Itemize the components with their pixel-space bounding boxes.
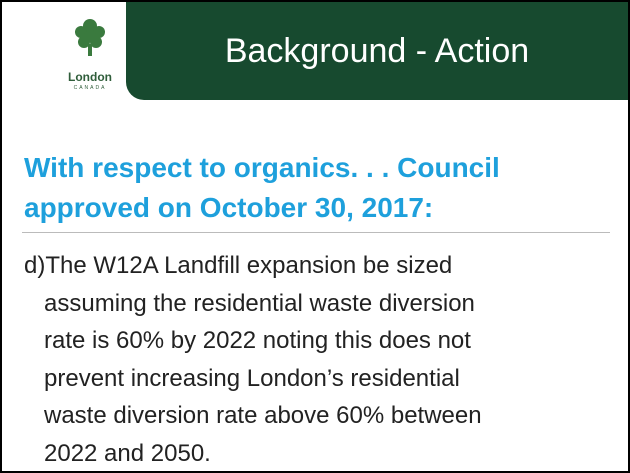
heading-line: approved on October 30, 2017: [24,192,434,223]
logo-icon [75,19,105,56]
body-line: rate is 60% by 2022 noting this does not [44,327,471,354]
body-line: d)The W12A Landfill expansion be sized [24,252,453,279]
divider [22,232,610,233]
slide-title: Background - Action [224,32,530,70]
heading-line: With respect to organics. . . Council [24,152,500,183]
body-line: assuming the residential waste diversion [44,289,475,317]
logo-country: CANADA [73,85,107,91]
body-line: 2022 and 2050. [44,439,211,467]
body-line: waste diversion rate above 60% between [44,402,482,429]
logo-name: London [68,70,112,84]
body-line: prevent increasing London’s residential [44,364,460,392]
title-banner [126,2,628,100]
